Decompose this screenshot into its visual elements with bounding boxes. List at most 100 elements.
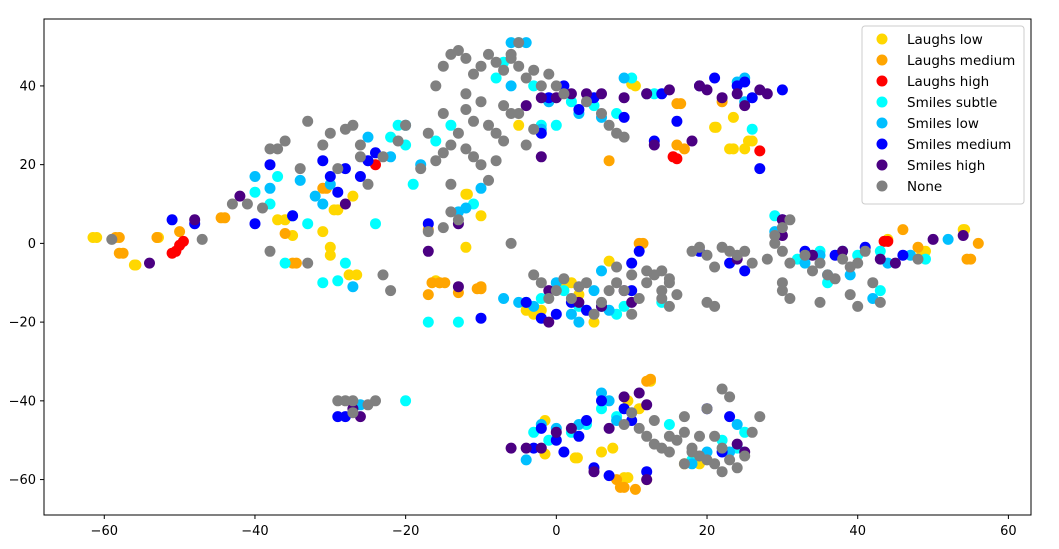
scatter-point [754,163,766,175]
scatter-point [535,80,547,92]
scatter-point [520,100,532,112]
scatter-point [422,218,434,230]
scatter-point [776,84,788,96]
scatter-point [528,80,540,92]
x-tick-label: 20 [699,524,716,539]
scatter-point [339,163,351,175]
scatter-point [558,273,570,285]
scatter-point [648,415,660,426]
scatter-point [874,285,886,297]
scatter-point [776,277,788,289]
scatter-point [287,210,299,222]
scatter-point [626,72,638,84]
scatter-point [663,446,675,458]
scatter-point [686,458,698,470]
scatter-point [573,316,585,328]
scatter-point [618,391,630,403]
scatter-point [739,100,751,112]
scatter-point [302,257,314,269]
scatter-point [392,135,404,147]
scatter-point [701,296,713,308]
scatter-point [543,293,555,304]
scatter-point [724,454,736,466]
scatter-point [430,135,442,147]
legend-marker [876,96,888,108]
scatter-point [309,190,321,202]
scatter-point [317,198,329,210]
scatter-point [279,257,291,269]
scatter-point [483,174,494,186]
x-axis: −60 −40 −20 0 20 40 60 [91,515,1017,539]
y-tick-label: −60 [9,473,36,488]
scatter-point [694,430,705,442]
scatter-point [844,269,856,281]
scatter-point [422,226,434,238]
scatter-point [596,108,607,119]
scatter-point [746,135,758,147]
scatter-point [535,92,547,104]
scatter-point [558,446,570,458]
scatter-point [452,127,464,139]
y-tick-label: 0 [28,237,36,252]
scatter-point [942,233,954,245]
scatter-point [520,139,532,151]
scatter-point [249,218,261,230]
scatter-point [731,462,743,474]
scatter-point [437,60,449,72]
scatter-point [611,277,623,289]
scatter-point [483,48,494,60]
scatter-point [535,277,547,289]
scatter-point [490,127,502,139]
scatter-point [151,232,163,243]
scatter-point [505,108,517,119]
scatter-point [343,269,355,281]
scatter-point [581,96,592,108]
scatter-point [498,64,510,76]
x-tick-label: 40 [849,524,866,539]
scatter-point [626,407,638,419]
scatter-point [543,316,555,328]
scatter-point [332,275,344,287]
scatter-point [626,308,638,320]
scatter-point [603,422,615,434]
legend: Laughs low Laughs medium Laughs high Smiles… [861,25,1025,205]
scatter-point [535,151,547,163]
scatter-point [460,202,472,214]
scatter-point [776,285,788,297]
scatter-point [460,104,472,115]
scatter-point [889,257,901,269]
scatter-point [490,72,502,84]
scatter-point [641,265,653,277]
scatter-point [641,88,653,100]
scatter-point [716,466,728,478]
scatter-point [709,72,721,84]
scatter-point [513,108,525,119]
scatter-point [385,151,397,163]
scatter-point [528,64,540,76]
scatter-point [332,163,344,175]
scatter-point [596,395,607,407]
scatter-point [897,249,909,261]
scatter-point [882,235,894,247]
scatter-point [452,214,464,226]
scatter-point [264,182,276,194]
scatter-point [558,80,570,92]
scatter-point [656,293,668,304]
scatter-point [663,419,675,430]
scatter-point [445,178,457,190]
scatter-point [618,111,630,123]
scatter-point [445,206,457,218]
scatter-point [505,37,517,49]
scatter-point [607,442,619,454]
scatter-point [452,316,464,328]
scatter-point [603,255,615,267]
scatter-point [645,373,656,385]
scatter-point [400,395,412,407]
data-points [87,37,984,495]
legend-item: Smiles low [876,116,979,132]
scatter-point [437,108,449,119]
scatter-point [302,115,314,127]
legend-item: Smiles subtle [876,95,997,111]
scatter-point [241,198,253,210]
legend-item: Smiles medium [876,137,1011,153]
